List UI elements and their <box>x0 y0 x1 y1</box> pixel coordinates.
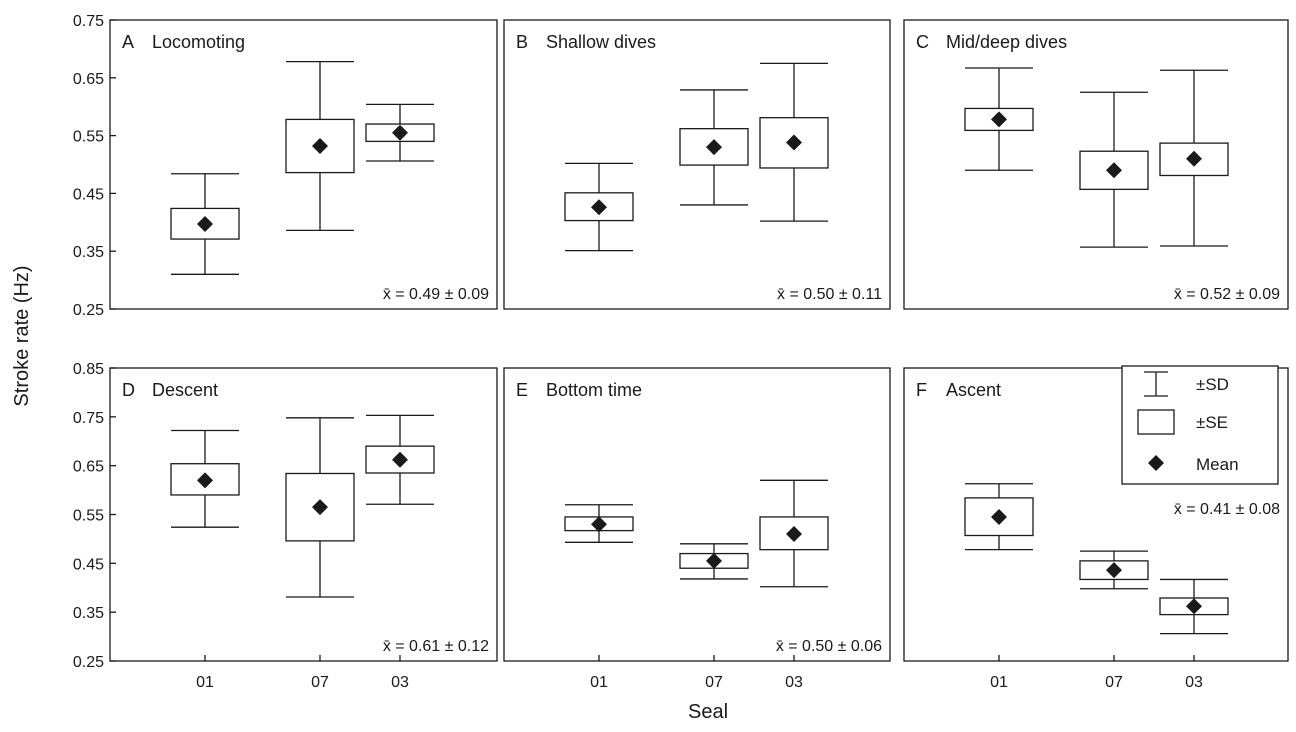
mean-marker <box>786 134 802 151</box>
y-axis-label: Stroke rate (Hz) <box>11 265 33 406</box>
x-tick-label: 01 <box>590 674 608 691</box>
x-tick-label: 07 <box>1105 674 1123 691</box>
x-tick-label: 03 <box>391 674 409 691</box>
y-tick-label: 0.25 <box>73 654 104 671</box>
panel-frame <box>503 19 891 310</box>
panels: A Locomoting 0.25 0.35 0.45 0.55 0.65 0.75 x̄ = … <box>73 13 1289 691</box>
legend-se-label: ±SE <box>1196 413 1228 432</box>
panel-letter: F <box>916 380 927 400</box>
x-tick-label: 03 <box>1185 674 1203 691</box>
panel-title: Shallow dives <box>546 32 656 52</box>
y-tick-label: 0.45 <box>73 556 104 573</box>
panel-mean-text: x̄ = 0.61 ± 0.12 <box>383 638 489 655</box>
mean-marker <box>706 552 722 569</box>
panel-mean-text: x̄ = 0.41 ± 0.08 <box>1174 501 1280 518</box>
panel-frame <box>903 367 1289 662</box>
y-tick-label: 0.55 <box>73 129 104 146</box>
x-tick-label: 03 <box>785 674 803 691</box>
panel-mean-text: x̄ = 0.49 ± 0.09 <box>383 286 489 303</box>
x-tick-label: 07 <box>311 674 329 691</box>
panel-d: D Descent 0.25 0.35 0.45 0.55 0.65 0.75 0.85 01 07… <box>73 361 498 691</box>
y-tick-label: 0.65 <box>73 459 104 476</box>
mean-marker <box>1186 598 1202 615</box>
y-tick-label: 0.75 <box>73 410 104 427</box>
panel-letter: C <box>916 32 929 52</box>
panel-mean-text: x̄ = 0.50 ± 0.11 <box>777 286 882 303</box>
panel-letter: E <box>516 380 528 400</box>
panel-title: Locomoting <box>152 32 245 52</box>
panel-c: C Mid/deep dives x̄ = 0.52 ± 0.09 <box>903 19 1289 310</box>
panel-letter: D <box>122 380 135 400</box>
panel-f: F Ascent 01 07 03 x̄ = 0.41 ± 0.08 <box>903 367 1289 691</box>
y-tick-label: 0.55 <box>73 508 104 525</box>
panel-mean-text: x̄ = 0.52 ± 0.09 <box>1174 286 1280 303</box>
x-tick-label: 01 <box>196 674 214 691</box>
panel-frame <box>109 19 498 310</box>
x-axis-label: Seal <box>688 701 728 723</box>
panel-letter: A <box>122 32 134 52</box>
x-tick-label: 07 <box>705 674 723 691</box>
y-tick-label: 0.35 <box>73 244 104 261</box>
mean-marker <box>392 124 408 141</box>
panel-title: Ascent <box>946 380 1001 400</box>
mean-marker <box>1186 150 1202 167</box>
mean-marker <box>591 516 607 533</box>
x-tick-label: 01 <box>990 674 1008 691</box>
mean-marker <box>312 138 328 155</box>
panel-frame <box>503 367 891 662</box>
legend: ±SD ±SE Mean <box>1121 365 1279 485</box>
panel-letter: B <box>516 32 528 52</box>
mean-marker <box>591 199 607 216</box>
panel-frame <box>903 19 1289 310</box>
mean-marker <box>991 111 1007 128</box>
panel-a: A Locomoting 0.25 0.35 0.45 0.55 0.65 0.75 x̄ = … <box>73 13 498 319</box>
mean-marker <box>1106 162 1122 179</box>
panel-title: Descent <box>152 380 218 400</box>
y-tick-label: 0.35 <box>73 605 104 622</box>
panel-title: Mid/deep dives <box>946 32 1067 52</box>
y-tick-label: 0.65 <box>73 71 104 88</box>
mean-marker <box>312 499 328 516</box>
legend-se-symbol <box>1137 409 1175 435</box>
mean-marker <box>197 472 213 489</box>
mean-marker <box>392 451 408 468</box>
legend-sd-symbol <box>1144 371 1168 397</box>
panel-e: E Bottom time 01 07 03 x̄ = 0.50 ± 0.06 <box>503 367 891 691</box>
legend-mean-symbol <box>1148 455 1164 471</box>
panel-mean-text: x̄ = 0.50 ± 0.06 <box>776 638 882 655</box>
se-box <box>285 472 355 542</box>
mean-marker <box>197 216 213 233</box>
y-tick-label: 0.45 <box>73 186 104 203</box>
legend-sd-label: ±SD <box>1196 375 1229 394</box>
panel-b: B Shallow dives x̄ = 0.50 ± 0.11 <box>503 19 891 310</box>
mean-marker <box>786 526 802 543</box>
y-tick-label: 0.85 <box>73 361 104 378</box>
mean-marker <box>706 139 722 156</box>
y-tick-label: 0.75 <box>73 13 104 30</box>
y-tick-label: 0.25 <box>73 302 104 319</box>
legend-mean-label: Mean <box>1196 455 1239 474</box>
mean-marker <box>991 508 1007 525</box>
mean-marker <box>1106 562 1122 579</box>
panel-title: Bottom time <box>546 380 642 400</box>
